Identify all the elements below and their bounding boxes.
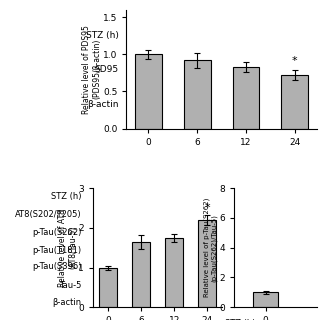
Bar [135, 54, 162, 129]
Text: *: * [204, 203, 210, 213]
Bar [281, 75, 308, 129]
Bar [198, 220, 216, 307]
Text: p-Tau(T181): p-Tau(T181) [32, 245, 82, 255]
Text: STZ (h): STZ (h) [225, 319, 255, 320]
Text: Tau-5: Tau-5 [59, 281, 82, 290]
Bar [184, 60, 211, 129]
Text: STZ (h): STZ (h) [86, 31, 119, 40]
Bar [253, 292, 278, 307]
Y-axis label: Relative level of PDS95
(PDS95/β-actin): Relative level of PDS95 (PDS95/β-actin) [82, 25, 102, 114]
Bar [233, 67, 260, 129]
Text: STZ (h): STZ (h) [51, 192, 82, 201]
Y-axis label: Relative level of AT8
(AT8/Tau-5): Relative level of AT8 (AT8/Tau-5) [58, 209, 77, 287]
Bar [132, 242, 150, 307]
Bar [99, 268, 117, 307]
Text: β-actin: β-actin [52, 298, 82, 307]
Text: *: * [292, 56, 298, 66]
Text: β-actin: β-actin [87, 100, 119, 109]
Bar [165, 238, 183, 307]
Text: SD95: SD95 [95, 65, 119, 74]
Text: p-Tau(S396): p-Tau(S396) [32, 262, 82, 271]
Y-axis label: Relative level of p-Tau(S262)
(p-Tau(S262)/Tau-5): Relative level of p-Tau(S262) (p-Tau(S26… [204, 198, 218, 297]
Text: AT8(S202/T205): AT8(S202/T205) [15, 210, 82, 219]
Text: p-Tau(S262): p-Tau(S262) [32, 228, 82, 237]
